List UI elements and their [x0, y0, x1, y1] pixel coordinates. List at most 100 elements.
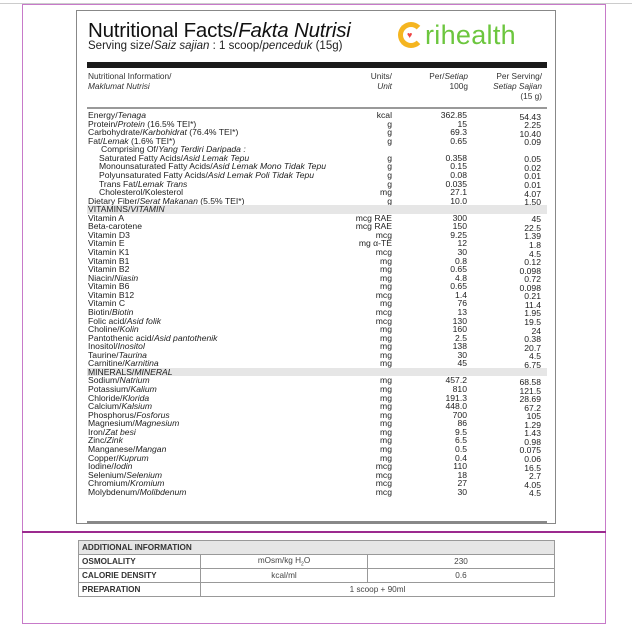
nutrient-unit: mg	[380, 443, 392, 454]
serving-size: Serving size/Saiz sajian : 1 scoop/pence…	[88, 40, 342, 52]
nutrient-per-serving: 4.5	[529, 488, 541, 499]
nutrient-name-en: Trans Fat/	[99, 178, 138, 189]
nutrient-per-100g: 0.65	[450, 281, 467, 292]
per100-qty: 100g	[449, 81, 468, 91]
nutrient-per-serving: 1.95	[524, 308, 541, 319]
nutrient-name: Trans Fat/Lemak Trans	[99, 178, 187, 189]
nutrient-name-en: Vitamin C	[88, 298, 126, 309]
nutrient-unit: g	[387, 169, 392, 180]
nutrient-name: Vitamin B2	[88, 265, 129, 274]
nutrient-unit: mcg	[375, 478, 392, 489]
nutrient-per-serving: 0.098	[519, 282, 541, 293]
nutrient-per-100g: 76	[457, 298, 467, 309]
nutrient-per-serving: 4.07	[524, 188, 541, 199]
osmolality-unit-text: mOsm/kg H	[257, 555, 302, 565]
nutrient-per-serving: 6.75	[524, 359, 541, 370]
nutrient-name: Vitamin A	[88, 212, 125, 223]
nutrient-name: Taurine/Taurina	[88, 349, 147, 360]
nutrition-label	[76, 10, 556, 524]
nutrient-name: Fat/Lemak (1.6% TEI*)	[88, 136, 175, 146]
nutrient-name-en: Chromium/	[88, 478, 131, 489]
nutrient-name-my: Taurina	[118, 349, 147, 360]
nutrient-row: Vitamin K1 mcg 30 4.5	[87, 248, 547, 258]
nutrient-unit: mg	[380, 384, 392, 394]
nutrient-unit: mg	[380, 435, 392, 446]
title-en: Nutritional Facts/	[88, 19, 239, 42]
nutrient-name: Polyunsaturated Fatty Acids/Asid Lemak P…	[99, 171, 314, 180]
nutrient-row: Protein/Protein (16.5% TEI*) g 15 2.25	[87, 118, 547, 129]
nutrient-name-en: Sodium/	[88, 375, 120, 386]
preparation-value: 1 scoop + 90ml	[200, 582, 555, 597]
nutrient-row: Choline/Kolin mg 160 24	[87, 325, 547, 335]
nutrient-row: Vitamin B12 mcg 1.4 0.21	[87, 291, 547, 301]
nutrient-name: Molybdenum/Molibdenum	[88, 487, 186, 497]
nutrient-name-en: Comprising Of/	[101, 144, 159, 155]
nutrient-per-serving: 45	[531, 214, 541, 225]
nutrient-name-en: Saturated Fatty Acids/	[99, 152, 184, 163]
nutrient-name-en: Vitamin A	[88, 212, 125, 223]
nutrient-name-en: Iodine/	[88, 461, 114, 472]
nutrient-per-100g: 138	[452, 341, 467, 352]
nutrient-name-en: Carnitine/	[88, 358, 125, 369]
nutrient-name-en: Inositol/	[88, 341, 118, 352]
nutrient-name-note: (5.5% TEI*)	[197, 195, 245, 206]
nutrient-unit: mg	[380, 409, 392, 420]
nutrient-per-serving: 4.5	[529, 351, 541, 362]
nutrient-row: Vitamin D3 mcg 9.25 1.39	[87, 229, 547, 241]
nutrient-name-my: Biotin	[111, 306, 134, 317]
nutrient-per-100g: 0.65	[450, 264, 467, 275]
nutrient-name: Calcium/Kalsium	[88, 402, 152, 411]
serving-my2: penceduk	[262, 40, 313, 52]
nutrient-per-serving: 54.43	[519, 111, 541, 122]
nutrient-per-serving: 0.05	[524, 154, 541, 165]
nutrient-per-100g: 13	[457, 306, 467, 317]
brand-logo: ♥ rihealth	[398, 18, 516, 52]
nutrient-unit: mg	[380, 272, 392, 283]
nutrient-row: Folic acid/Asid folik mcg 130 19.5	[87, 316, 547, 326]
nutrient-per-serving: 0.06	[524, 454, 541, 464]
serving-col-qty: (15 g)	[520, 91, 542, 101]
nutrient-per-serving: 0.01	[524, 171, 541, 182]
nutrient-row: Energy/Tenaga kcal 362.85 54.43	[87, 110, 547, 122]
nutrient-unit: mcg	[375, 469, 392, 480]
nutrient-name-my: Zat besi	[105, 426, 136, 437]
nutrient-per-100g: 30	[457, 486, 467, 497]
nutrient-per-serving: 121.5	[519, 385, 541, 396]
nutrient-name-my: Magnesium	[134, 418, 180, 429]
nutrient-per-serving: 0.01	[524, 180, 541, 190]
nutrient-name-en: Dietary Fiber/	[88, 195, 140, 206]
nutrient-row: Zinc/Zink mg 6.5 0.98	[87, 435, 547, 446]
nutrient-per-serving: 28.69	[519, 394, 541, 405]
serving-end: (15g)	[312, 40, 343, 52]
nutrient-name-en: Niacin/	[88, 272, 115, 283]
per100-my: Setiap	[444, 71, 468, 81]
column-header-info: Nutritional Information/Maklumat Nutrisi	[88, 71, 171, 91]
nutrient-name: Carnitine/Karnitina	[88, 359, 159, 368]
nutrient-row: Vitamin B2 mg 0.65 0.098	[87, 264, 547, 275]
nutrient-unit: g	[387, 118, 392, 129]
additional-info-title: ADDITIONAL INFORMATION	[78, 540, 555, 555]
nutrient-name-en: Vitamin B2	[88, 264, 130, 275]
nutrient-per-serving: 0.075	[519, 445, 541, 456]
nutrient-name: Monounsaturated Fatty Acids/Asid Lemak M…	[99, 162, 326, 171]
section-header: MINERALS/MINERAL	[87, 368, 547, 377]
nutrient-per-100g: 2.5	[455, 332, 467, 343]
nutrient-per-100g: 9.25	[450, 229, 467, 240]
nutrient-name-en: Magnesium/	[88, 418, 135, 429]
nutrient-per-100g: 27.1	[450, 187, 467, 198]
osmolality-unit-end: O	[303, 555, 311, 565]
nutrient-name: Magnesium/Magnesium	[88, 419, 179, 428]
nutrient-row: Carnitine/Karnitina mg 45 6.75	[87, 359, 547, 370]
nutrient-name-my: VITAMIN	[130, 204, 165, 215]
nutrient-per-100g: 0.035	[445, 178, 467, 189]
nutrient-name: Iron/Zat besi	[88, 428, 136, 437]
nutrient-per-100g: 0.65	[450, 135, 467, 146]
calorie-density-unit: kcal/ml	[200, 568, 368, 583]
nutrient-name: Protein/Protein (16.5% TEI*)	[88, 119, 196, 129]
nutrient-name: Chromium/Kromium	[88, 479, 164, 488]
nutrient-name-my: Tenaga	[117, 110, 146, 120]
nutrient-row: Iodine/Iodin mcg 110 16.5	[87, 461, 547, 472]
nutrient-name-my: Asid Lemak Mono Tidak Tepu	[212, 161, 326, 172]
title-my: Fakta Nutrisi	[238, 19, 351, 42]
nutrient-unit: mg	[380, 298, 392, 309]
